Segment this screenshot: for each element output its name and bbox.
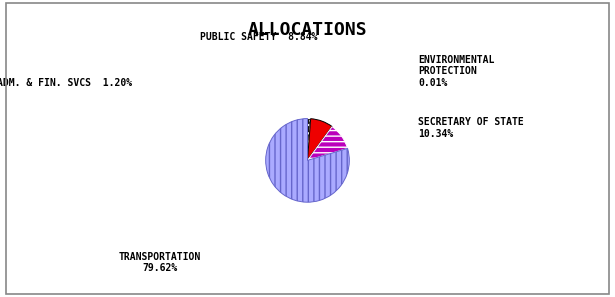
Wedge shape [266,119,349,202]
Wedge shape [308,119,332,160]
Text: ADM. & FIN. SVCS  1.20%: ADM. & FIN. SVCS 1.20% [0,78,132,88]
Text: SECRETARY OF STATE
10.34%: SECRETARY OF STATE 10.34% [418,117,524,138]
Text: PUBLIC SAFETY  8.84%: PUBLIC SAFETY 8.84% [199,31,317,42]
Text: ENVIRONMENTAL
PROTECTION
0.01%: ENVIRONMENTAL PROTECTION 0.01% [418,55,494,88]
Wedge shape [308,119,311,160]
Wedge shape [308,127,332,160]
Text: TRANSPORTATION
79.62%: TRANSPORTATION 79.62% [119,252,201,273]
Wedge shape [308,127,347,160]
Text: ALLOCATIONS: ALLOCATIONS [248,21,367,39]
